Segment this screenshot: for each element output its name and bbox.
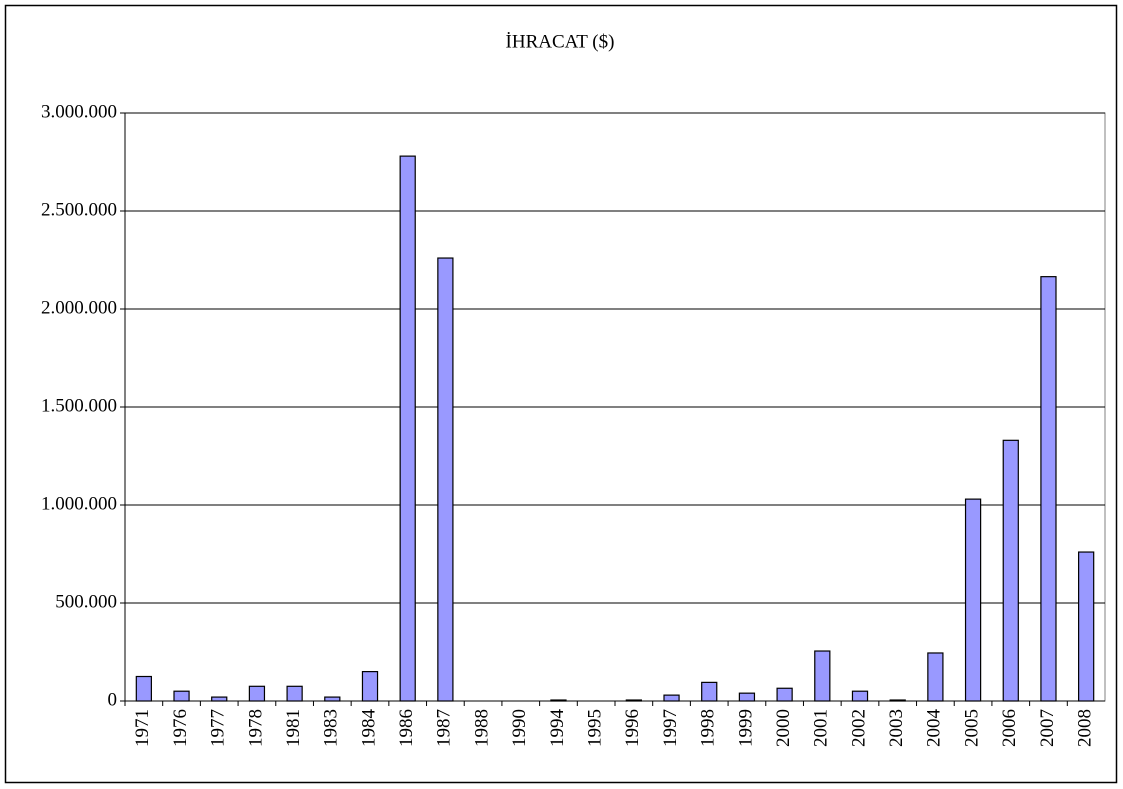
- bar: [851, 690, 869, 702]
- x-tick-label: 2008: [1075, 709, 1096, 747]
- bar: [324, 696, 341, 702]
- bar: [135, 675, 152, 702]
- bar: [361, 670, 379, 702]
- y-tick-label: 2.000.000: [41, 297, 117, 318]
- bar: [1078, 551, 1095, 702]
- x-tick-label: 1976: [170, 709, 191, 747]
- x-tick-label: 1997: [660, 709, 681, 747]
- x-tick-label: 2000: [773, 709, 794, 747]
- bar: [927, 652, 944, 702]
- x-tick-label: 2003: [886, 709, 907, 747]
- y-tick-label: 2.500.000: [41, 199, 117, 220]
- x-tick-label: 1990: [509, 709, 530, 747]
- x-tick-label: 1994: [547, 709, 568, 748]
- x-tick-label: 2004: [924, 709, 945, 748]
- x-tick-label: 2007: [1037, 709, 1058, 747]
- x-tick-label: 1984: [358, 709, 379, 748]
- x-tick-label: 1987: [434, 709, 455, 747]
- x-tick-label: 1971: [132, 709, 153, 747]
- bar: [248, 685, 266, 702]
- bar: [701, 681, 718, 702]
- x-tick-label: 1977: [208, 709, 229, 747]
- bar: [663, 694, 680, 702]
- bar: [814, 650, 831, 702]
- chart-title: İHRACAT ($): [506, 31, 615, 52]
- x-tick-label: 2002: [848, 709, 869, 747]
- y-tick-label: 1.000.000: [41, 493, 117, 514]
- x-tick-label: 2001: [811, 709, 832, 747]
- x-tick-label: 1995: [585, 709, 606, 747]
- y-tick-label: 3.000.000: [41, 101, 117, 122]
- x-tick-label: 1986: [396, 709, 417, 747]
- bar: [286, 685, 303, 702]
- x-tick-label: 2005: [961, 709, 982, 747]
- bar: [1002, 439, 1019, 702]
- y-tick-label: 500.000: [55, 591, 117, 612]
- x-tick-label: 1999: [735, 709, 756, 747]
- bar: [399, 155, 416, 702]
- y-tick-label: 0: [108, 689, 118, 710]
- x-tick-label: 2006: [999, 709, 1020, 747]
- x-tick-label: 1983: [321, 709, 342, 747]
- bar: [173, 690, 190, 702]
- bar: [1040, 276, 1057, 702]
- bar: [211, 696, 228, 702]
- x-tick-label: 1978: [245, 709, 266, 747]
- bar: [776, 687, 793, 702]
- bar: [738, 692, 756, 702]
- x-tick-label: 1998: [698, 709, 719, 747]
- x-tick-label: 1996: [622, 709, 643, 747]
- bar: [437, 257, 454, 702]
- bar: [964, 498, 982, 702]
- x-tick-label: 1981: [283, 709, 304, 747]
- x-tick-label: 1988: [471, 709, 492, 747]
- y-tick-label: 1.500.000: [41, 395, 117, 416]
